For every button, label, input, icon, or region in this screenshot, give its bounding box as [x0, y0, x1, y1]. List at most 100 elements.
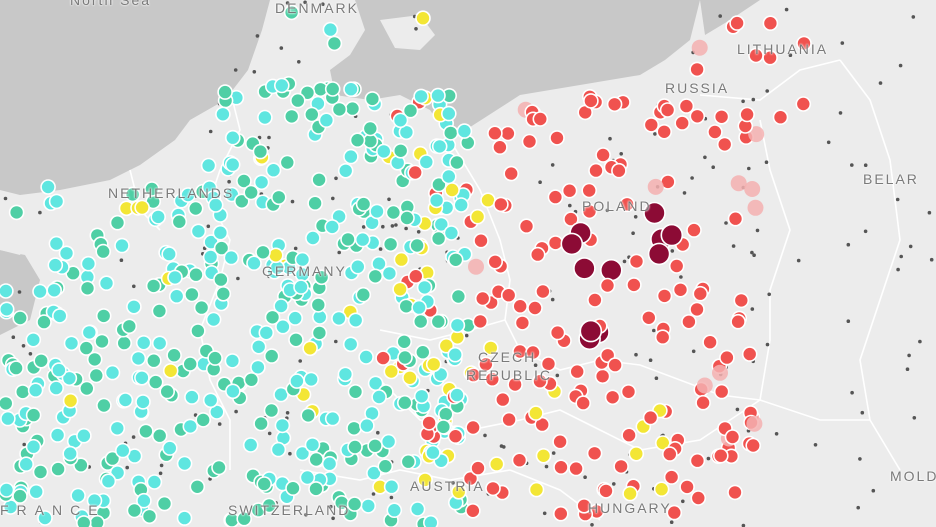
station-dot[interactable]: [846, 319, 851, 324]
air-quality-marker[interactable]: [762, 15, 779, 32]
air-quality-marker[interactable]: [360, 498, 377, 514]
station-dot[interactable]: [731, 244, 736, 248]
air-quality-marker[interactable]: [620, 383, 637, 400]
air-quality-marker[interactable]: [383, 478, 400, 495]
air-quality-marker[interactable]: [724, 429, 741, 445]
station-dot[interactable]: [846, 242, 851, 247]
air-quality-marker[interactable]: [283, 108, 300, 125]
station-dot[interactable]: [329, 504, 333, 509]
air-quality-marker[interactable]: [462, 470, 479, 487]
air-quality-marker[interactable]: [392, 112, 409, 129]
air-quality-marker[interactable]: [0, 301, 15, 318]
station-dot[interactable]: [633, 215, 638, 219]
station-dot[interactable]: [233, 68, 238, 72]
air-quality-marker[interactable]: [668, 258, 685, 274]
air-quality-marker[interactable]: [430, 87, 446, 104]
air-quality-marker[interactable]: [679, 479, 695, 495]
air-quality-marker[interactable]: [27, 382, 44, 399]
air-quality-marker[interactable]: [146, 474, 163, 490]
air-quality-marker[interactable]: [78, 340, 95, 356]
air-quality-marker[interactable]: [492, 139, 508, 155]
air-quality-marker[interactable]: [347, 439, 363, 455]
air-quality-marker[interactable]: [184, 286, 200, 303]
air-quality-marker[interactable]: [289, 92, 306, 109]
air-quality-marker[interactable]: [575, 395, 592, 411]
air-quality-marker[interactable]: [507, 376, 523, 393]
air-quality-marker[interactable]: [396, 333, 413, 350]
station-dot[interactable]: [267, 135, 271, 140]
air-quality-marker[interactable]: [447, 346, 464, 363]
air-quality-marker[interactable]: [690, 490, 707, 506]
air-quality-marker[interactable]: [48, 193, 65, 210]
station-dot[interactable]: [765, 342, 770, 347]
station-dot[interactable]: [381, 224, 385, 229]
station-dot[interactable]: [681, 499, 685, 504]
station-dot[interactable]: [298, 359, 303, 363]
air-quality-marker[interactable]: [79, 380, 95, 397]
station-dot[interactable]: [703, 155, 707, 160]
station-dot[interactable]: [304, 512, 308, 517]
air-quality-marker[interactable]: [346, 496, 363, 512]
station-dot[interactable]: [544, 464, 549, 469]
air-quality-marker[interactable]: [354, 231, 371, 248]
station-dot[interactable]: [387, 197, 391, 202]
air-quality-marker[interactable]: [375, 143, 392, 160]
air-quality-marker[interactable]: [643, 201, 666, 225]
air-quality-marker[interactable]: [349, 258, 366, 275]
air-quality-marker[interactable]: [547, 235, 564, 251]
station-dot[interactable]: [653, 132, 657, 136]
air-quality-marker[interactable]: [442, 125, 459, 141]
air-quality-marker[interactable]: [359, 417, 375, 434]
air-quality-marker[interactable]: [117, 392, 134, 408]
station-dot[interactable]: [542, 511, 547, 516]
air-quality-marker[interactable]: [712, 447, 729, 464]
air-quality-marker[interactable]: [371, 389, 387, 405]
station-dot[interactable]: [863, 163, 868, 167]
air-quality-marker[interactable]: [236, 510, 252, 527]
air-quality-marker[interactable]: [283, 4, 300, 21]
air-quality-marker[interactable]: [25, 407, 42, 423]
air-quality-marker[interactable]: [51, 308, 68, 324]
station-dot[interactable]: [378, 247, 383, 251]
air-quality-marker[interactable]: [383, 363, 400, 380]
station-dot[interactable]: [279, 46, 284, 50]
air-quality-marker[interactable]: [264, 309, 281, 326]
air-quality-marker[interactable]: [195, 412, 211, 428]
air-quality-marker[interactable]: [702, 334, 718, 351]
air-quality-marker[interactable]: [640, 309, 657, 326]
air-quality-marker[interactable]: [136, 492, 152, 509]
air-quality-marker[interactable]: [159, 383, 175, 400]
air-quality-marker[interactable]: [611, 162, 627, 179]
air-quality-marker[interactable]: [324, 410, 341, 427]
air-quality-marker[interactable]: [587, 292, 603, 308]
air-quality-marker[interactable]: [409, 237, 425, 254]
air-quality-marker[interactable]: [190, 323, 206, 339]
air-quality-marker[interactable]: [607, 357, 623, 373]
air-quality-marker[interactable]: [0, 283, 14, 299]
air-quality-marker[interactable]: [643, 117, 660, 133]
air-quality-marker[interactable]: [399, 210, 415, 226]
air-quality-marker[interactable]: [375, 350, 391, 366]
air-quality-marker[interactable]: [18, 456, 35, 473]
air-quality-marker[interactable]: [355, 196, 372, 212]
air-quality-marker[interactable]: [598, 483, 614, 499]
air-quality-marker[interactable]: [689, 301, 705, 318]
station-dot[interactable]: [747, 166, 751, 171]
air-quality-marker[interactable]: [48, 380, 65, 396]
air-quality-marker[interactable]: [0, 482, 15, 498]
air-quality-marker[interactable]: [130, 350, 147, 367]
air-quality-marker[interactable]: [340, 231, 356, 248]
air-quality-marker[interactable]: [386, 502, 403, 519]
air-quality-marker[interactable]: [549, 130, 565, 146]
air-quality-marker[interactable]: [40, 179, 56, 195]
air-quality-marker[interactable]: [532, 373, 548, 390]
station-dot[interactable]: [838, 111, 843, 115]
air-quality-marker[interactable]: [267, 247, 284, 264]
station-dot[interactable]: [871, 488, 876, 493]
air-quality-marker[interactable]: [691, 39, 708, 56]
air-quality-marker[interactable]: [642, 409, 659, 426]
air-quality-marker[interactable]: [398, 298, 415, 315]
air-quality-marker[interactable]: [415, 10, 431, 27]
air-quality-marker[interactable]: [303, 106, 320, 123]
